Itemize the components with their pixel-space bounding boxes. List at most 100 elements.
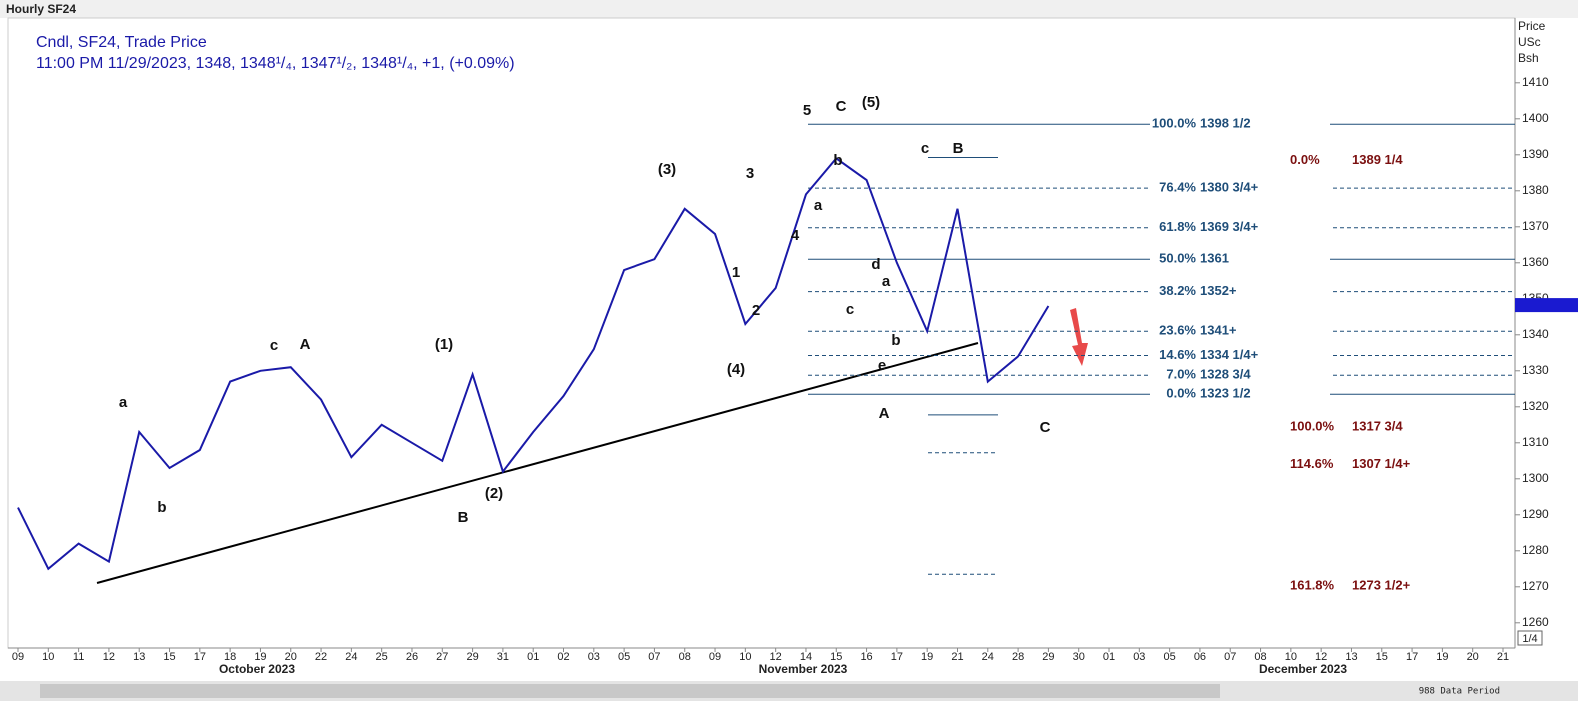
x-tick-label: 13 xyxy=(1345,651,1357,663)
x-tick-label: 19 xyxy=(1436,651,1448,663)
wave-label: b xyxy=(157,499,166,516)
y-tick-label: 1410 xyxy=(1522,75,1549,89)
fib-label: 23.6% xyxy=(1159,323,1196,338)
price-line xyxy=(17,157,1050,571)
x-tick-label: 10 xyxy=(1285,651,1297,663)
wave-label: c xyxy=(921,140,929,157)
x-tick-label: 29 xyxy=(1042,651,1054,663)
x-tick-label: 11 xyxy=(73,651,84,663)
fib-price: 1361 xyxy=(1200,251,1229,266)
fib-label: 61.8% xyxy=(1159,219,1196,234)
fib-price: 1380 3/4+ xyxy=(1200,180,1259,195)
y-tick-label: 1280 xyxy=(1522,543,1549,557)
wave-label: d xyxy=(871,256,880,273)
x-tick-label: 12 xyxy=(103,651,115,663)
x-tick-label: 15 xyxy=(1376,651,1388,663)
y-tick-label: 1360 xyxy=(1522,255,1549,269)
x-tick-label: 03 xyxy=(1133,651,1145,663)
x-tick-label: 27 xyxy=(436,651,448,663)
fib-label-bg xyxy=(1150,283,1330,300)
wave-label: 2 xyxy=(752,302,760,319)
x-tick-label: 24 xyxy=(982,651,994,663)
fib-label: 14.6% xyxy=(1159,347,1196,362)
wave-label: A xyxy=(300,336,311,353)
scale-box-label: 1/4 xyxy=(1522,633,1537,645)
x-tick-label: 10 xyxy=(42,651,54,663)
x-tick-label: 02 xyxy=(557,651,569,663)
y-tick-label: 1330 xyxy=(1522,363,1549,377)
fib-label: 38.2% xyxy=(1159,283,1196,298)
x-tick-label: 25 xyxy=(376,651,388,663)
fib-price: 1328 3/4 xyxy=(1200,367,1251,382)
x-tick-label: 21 xyxy=(951,651,963,663)
x-tick-label: 20 xyxy=(285,651,297,663)
y-axis-title: Price xyxy=(1518,19,1546,33)
fib-label: 100.0% xyxy=(1290,418,1335,433)
x-tick-label: 15 xyxy=(163,651,175,663)
y-tick-label: 1300 xyxy=(1522,471,1549,485)
wave-label: b xyxy=(891,332,900,349)
fib-label: 0.0% xyxy=(1290,152,1320,167)
wave-label: (5) xyxy=(862,94,880,111)
x-tick-label: 10 xyxy=(739,651,751,663)
x-tick-label: 17 xyxy=(194,651,206,663)
wave-label: c xyxy=(846,301,854,318)
wave-label: A xyxy=(879,405,890,422)
x-tick-label: 21 xyxy=(1497,651,1509,663)
wave-label: C xyxy=(836,98,847,115)
x-tick-label: 07 xyxy=(648,651,660,663)
x-tick-label: 17 xyxy=(1406,651,1418,663)
legend-line: Cndl, SF24, Trade Price xyxy=(36,34,207,51)
wave-label: a xyxy=(814,197,823,214)
x-tick-label: 17 xyxy=(891,651,903,663)
fib-label-bg xyxy=(1150,323,1330,340)
month-label: October 2023 xyxy=(219,662,295,676)
fib-label: 0.0% xyxy=(1166,386,1196,401)
x-tick-label: 14 xyxy=(800,651,812,663)
x-tick-label: 24 xyxy=(345,651,357,663)
wave-label: B xyxy=(953,140,964,157)
y-axis-title: USc xyxy=(1518,35,1541,49)
wave-label: B xyxy=(458,509,469,526)
wave-label: 4 xyxy=(791,227,800,244)
x-tick-label: 15 xyxy=(830,651,842,663)
x-tick-label: 19 xyxy=(254,651,266,663)
fib-label: 7.0% xyxy=(1166,367,1196,382)
wave-label: (2) xyxy=(485,485,503,502)
x-tick-label: 08 xyxy=(679,651,691,663)
wave-label: 3 xyxy=(746,165,754,182)
fib-price: 1352+ xyxy=(1200,283,1237,298)
x-tick-label: 30 xyxy=(1073,651,1085,663)
footer: 988 Data Period xyxy=(1419,687,1500,697)
fib-label: 76.4% xyxy=(1159,180,1196,195)
legend-line: 11:00 PM 11/29/2023, 1348, 1348¹/₄, 1347… xyxy=(36,55,515,72)
wave-label: (4) xyxy=(727,361,745,378)
fib-price: 1389 1/4 xyxy=(1352,152,1403,167)
y-axis-title: Bsh xyxy=(1518,51,1539,65)
x-tick-label: 16 xyxy=(860,651,872,663)
fib-label-bg xyxy=(1150,347,1330,364)
arrow xyxy=(1070,308,1088,366)
x-tick-label: 19 xyxy=(921,651,933,663)
wave-label: 5 xyxy=(803,102,811,119)
wave-label: b xyxy=(833,152,842,169)
trend-line xyxy=(96,342,979,584)
scale-box[interactable] xyxy=(1517,630,1543,646)
x-tick-label: 31 xyxy=(497,651,509,663)
x-tick-label: 01 xyxy=(527,651,539,663)
fib-price: 1369 3/4+ xyxy=(1200,219,1259,234)
month-label: December 2023 xyxy=(1259,662,1347,676)
fib-price: 1317 3/4 xyxy=(1352,418,1403,433)
x-tick-label: 09 xyxy=(709,651,721,663)
last-price-marker xyxy=(1515,298,1578,313)
y-tick-label: 1260 xyxy=(1522,615,1549,629)
x-tick-label: 12 xyxy=(1315,651,1327,663)
y-tick-label: 1320 xyxy=(1522,399,1549,413)
fib-label: 100.0% xyxy=(1152,116,1197,131)
wave-label: a xyxy=(119,394,128,411)
x-tick-label: 05 xyxy=(618,651,630,663)
x-tick-label: 18 xyxy=(224,651,236,663)
scroll-thumb[interactable] xyxy=(40,684,1220,698)
x-tick-label: 13 xyxy=(133,651,145,663)
